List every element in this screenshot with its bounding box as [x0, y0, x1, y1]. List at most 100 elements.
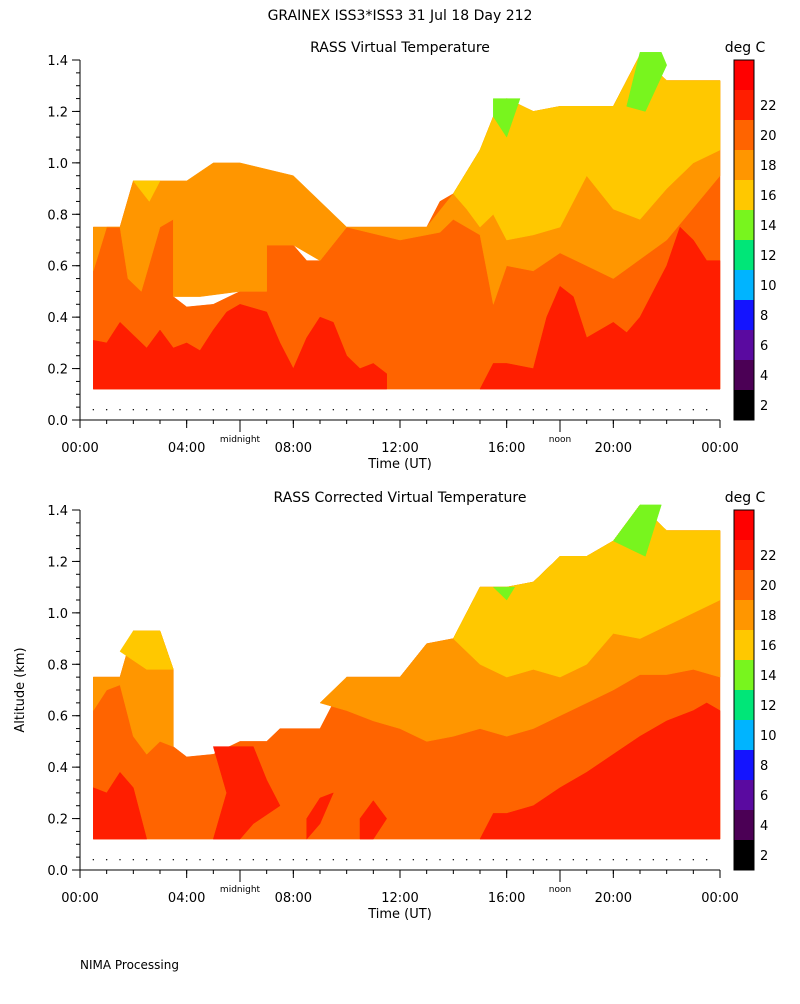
x-tick-label: 04:00	[168, 891, 205, 906]
baseline-dot	[345, 859, 348, 861]
colorbar-segment	[734, 90, 754, 120]
colorbar-segment	[734, 360, 754, 390]
colorbar-tick-label: 22	[760, 99, 777, 114]
y-tick-label: 1.2	[47, 105, 68, 120]
x-tick-label: 00:00	[701, 441, 738, 456]
baseline-dot	[599, 409, 601, 411]
x-tick-label: 12:00	[381, 441, 418, 456]
baseline-dot	[212, 859, 215, 861]
contour-region	[612, 504, 662, 557]
y-tick-label: 0.4	[47, 311, 68, 326]
baseline-dot	[652, 409, 655, 411]
baseline-dot	[332, 409, 335, 411]
colorbar-tick-label: 2	[760, 849, 768, 864]
contour-region	[119, 630, 174, 670]
baseline-dot	[385, 859, 388, 861]
baseline-dot	[159, 859, 161, 861]
colorbar-tick-label: 6	[760, 339, 768, 354]
colorbar-segment	[734, 570, 754, 600]
baseline-dot	[265, 409, 268, 411]
x-axis-label: Time (UT)	[367, 457, 432, 472]
colorbar-tick-label: 14	[760, 669, 777, 684]
baseline-dot	[372, 859, 375, 861]
baseline-dot	[639, 859, 641, 861]
baseline-dot	[132, 859, 135, 861]
x-tick-label: 00:00	[61, 891, 98, 906]
baseline-dot	[532, 859, 535, 861]
colorbar-tick-label: 20	[760, 579, 777, 594]
contour-region	[93, 180, 174, 292]
baseline-dot	[119, 859, 121, 861]
baseline-dot	[239, 859, 241, 861]
colorbar-segment	[734, 390, 754, 420]
baseline-dot	[385, 409, 388, 411]
colorbar-segment	[734, 750, 754, 780]
baseline-dot	[332, 859, 335, 861]
x-tick-label: 00:00	[61, 441, 98, 456]
x-axis-label: Time (UT)	[367, 907, 432, 922]
colorbar-tick-label: 8	[760, 759, 768, 774]
baseline-dot	[439, 409, 441, 411]
baseline-dot	[185, 859, 188, 861]
y-tick-label: 0.4	[47, 761, 68, 776]
baseline-dot	[679, 859, 681, 861]
colorbar-label: deg C	[725, 40, 766, 56]
baseline-dot	[479, 859, 481, 861]
baseline-dot	[132, 409, 135, 411]
x-tick-label: 00:00	[701, 891, 738, 906]
colorbar-tick-label: 14	[760, 219, 777, 234]
baseline-dot	[252, 409, 255, 411]
baseline-dot	[119, 409, 121, 411]
baseline-dot	[572, 859, 575, 861]
colorbar-segment	[734, 690, 754, 720]
baseline-dot	[145, 859, 148, 861]
colorbar-tick-label: 18	[760, 159, 777, 174]
contour-region	[479, 226, 721, 390]
baseline-dot	[279, 409, 281, 411]
baseline-dot	[145, 409, 148, 411]
baseline-dot	[279, 859, 281, 861]
chart-title: RASS Corrected Virtual Temperature	[274, 490, 527, 506]
baseline-dot	[159, 409, 161, 411]
y-tick-label: 0.0	[47, 414, 68, 429]
colorbar-tick-label: 22	[760, 549, 777, 564]
baseline-dot	[292, 859, 295, 861]
contour-region	[493, 98, 521, 138]
baseline-dot	[425, 409, 428, 411]
time-marker-label: noon	[549, 885, 571, 895]
time-marker-label: noon	[549, 435, 571, 445]
colorbar-frame	[733, 509, 755, 871]
baseline-dot	[465, 859, 468, 861]
baseline-dot	[705, 409, 708, 411]
baseline-dot	[319, 409, 321, 411]
baseline-dot	[372, 409, 375, 411]
baseline-dot	[399, 409, 401, 411]
baseline-dot	[319, 859, 321, 861]
colorbar-segment	[734, 660, 754, 690]
y-tick-label: 0.6	[47, 710, 68, 725]
baseline-dot	[492, 859, 495, 861]
colorbar-tick-label: 6	[760, 789, 768, 804]
colorbar-tick-label: 18	[760, 609, 777, 624]
y-tick-label: 1.0	[47, 157, 68, 172]
colorbar-segment	[734, 60, 754, 90]
baseline-dot	[545, 859, 548, 861]
baseline-dot	[239, 409, 241, 411]
y-tick-label: 0.8	[47, 208, 68, 223]
y-axis-label: Altitude (km)	[13, 647, 28, 732]
time-marker-label: midnight	[220, 435, 261, 445]
baseline-dot	[225, 409, 228, 411]
baseline-dot	[692, 859, 695, 861]
colorbar-tick-label: 16	[760, 639, 777, 654]
colorbar-segment	[734, 210, 754, 240]
y-tick-label: 1.0	[47, 607, 68, 622]
baseline-dot	[599, 859, 601, 861]
baseline-dot	[519, 409, 521, 411]
footer-text: NIMA Processing	[80, 958, 179, 972]
colorbar-tick-label: 16	[760, 189, 777, 204]
baseline-dot	[439, 859, 441, 861]
colorbar-segment	[734, 810, 754, 840]
baseline-dot	[292, 409, 295, 411]
baseline-dot	[185, 409, 188, 411]
baseline-dot	[492, 409, 495, 411]
